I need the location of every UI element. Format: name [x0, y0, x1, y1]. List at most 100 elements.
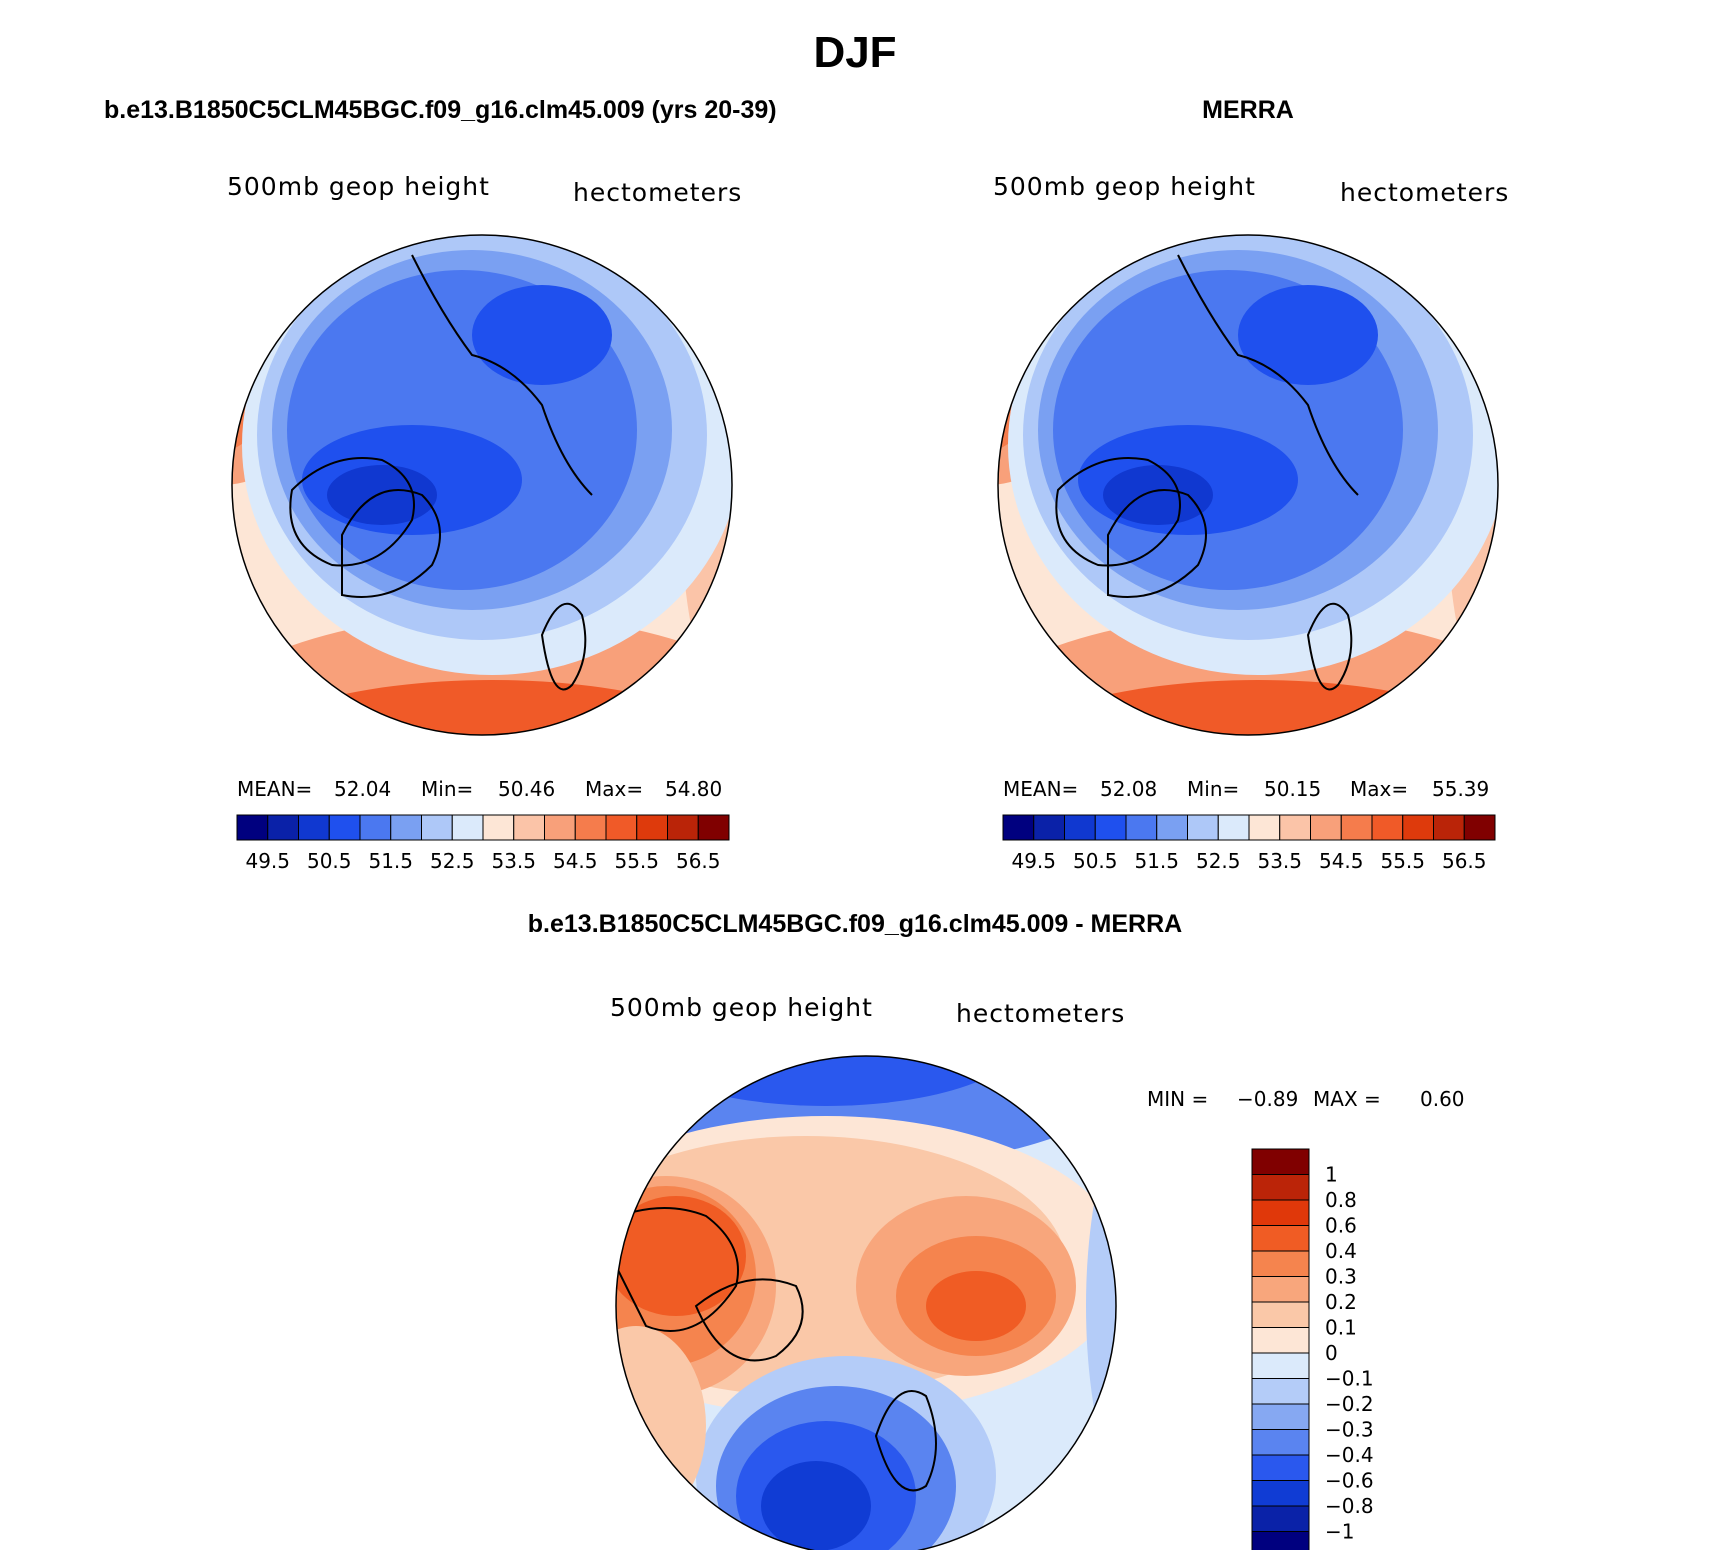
diff-colorbar: 10.80.60.40.30.20.10−0.1−0.2−0.3−0.4−0.6…	[1251, 1148, 1374, 1550]
colorbar-tick-label: 56.5	[1442, 849, 1487, 873]
colorbar-swatch	[421, 814, 453, 841]
colorbar-swatch	[1251, 1327, 1310, 1354]
colorbar-swatch	[1433, 814, 1465, 841]
colorbar-swatch	[1463, 814, 1496, 841]
obs-max-value: 55.39	[1432, 777, 1490, 801]
colorbar-tick-label: −0.2	[1325, 1392, 1374, 1416]
colorbar-tick-label: 50.5	[1073, 849, 1118, 873]
colorbar-tick-label: 49.5	[245, 849, 290, 873]
colorbar-tick-label: 54.5	[553, 849, 598, 873]
colorbar-swatch	[1371, 814, 1404, 841]
model-max-value: 54.80	[665, 777, 723, 801]
colorbar-swatch	[544, 814, 576, 841]
obs-map	[997, 234, 1499, 736]
model-units-label: hectometers	[573, 178, 743, 207]
colorbar-swatch	[298, 814, 330, 841]
colorbar-swatch	[1248, 814, 1281, 841]
colorbar-swatch	[1251, 1531, 1310, 1550]
diff-panel-title: b.e13.B1850C5CLM45BGC.f09_g16.clm45.009 …	[527, 910, 1183, 938]
diff-max-value: 0.60	[1420, 1087, 1465, 1111]
colorbar-swatch	[1064, 814, 1096, 841]
colorbar-swatch	[1217, 814, 1250, 841]
model-variable-label: 500mb geop height	[227, 172, 490, 201]
colorbar-tick-label: 0.2	[1325, 1290, 1357, 1314]
colorbar-swatch	[1279, 814, 1311, 841]
model-panel-title: b.e13.B1850C5CLM45BGC.f09_g16.clm45.009 …	[104, 96, 777, 124]
colorbar-tick-label: 54.5	[1319, 849, 1364, 873]
colorbar-swatch	[1310, 814, 1342, 841]
colorbar-swatch	[1251, 1505, 1310, 1532]
colorbar-swatch	[236, 814, 269, 841]
model-colorbar: 49.5 50.5 51.5 52.5 53.5 54.5 55.5 56.5	[236, 814, 730, 873]
colorbar-tick-label: 0.3	[1325, 1265, 1357, 1289]
colorbar-tick-label: 0.1	[1325, 1316, 1357, 1340]
colorbar-swatch	[1251, 1276, 1310, 1303]
colorbar-swatch	[1251, 1378, 1310, 1405]
colorbar-swatch	[328, 814, 361, 841]
colorbar-swatch	[1251, 1454, 1310, 1481]
map-border	[615, 1055, 1117, 1550]
colorbar-swatch	[1251, 1250, 1310, 1277]
colorbar-swatch	[1340, 814, 1373, 841]
diff-max-label: MAX =	[1313, 1087, 1381, 1111]
colorbar-swatch	[605, 814, 638, 841]
obs-colorbar: 49.5 50.5 51.5 52.5 53.5 54.5 55.5 56.5	[1002, 814, 1496, 873]
colorbar-tick-label: 55.5	[1380, 849, 1425, 873]
colorbar-tick-label: 50.5	[307, 849, 352, 873]
obs-min-value: 50.15	[1264, 777, 1322, 801]
colorbar-swatch	[697, 814, 730, 841]
diff-map	[615, 1055, 1117, 1550]
colorbar-tick-label: 49.5	[1011, 849, 1056, 873]
colorbar-tick-label: 53.5	[1257, 849, 1302, 873]
colorbar-swatch	[359, 814, 392, 841]
model-max-label: Max=	[585, 777, 644, 801]
colorbar-tick-label: 56.5	[676, 849, 721, 873]
colorbar-swatch	[1251, 1301, 1310, 1328]
colorbar-tick-label: 55.5	[614, 849, 659, 873]
colorbar-swatch	[482, 814, 515, 841]
colorbar-tick-label: 0.6	[1325, 1214, 1357, 1238]
diff-units-label: hectometers	[956, 999, 1126, 1028]
colorbar-tick-label: −0.8	[1325, 1494, 1374, 1518]
figure-title: DJF	[813, 28, 897, 77]
colorbar-swatch	[267, 814, 299, 841]
colorbar-tick-label: 53.5	[491, 849, 536, 873]
colorbar-tick-label: −0.3	[1325, 1418, 1374, 1442]
colorbar-swatch	[1251, 1480, 1310, 1507]
colorbar-tick-label: 51.5	[1134, 849, 1179, 873]
colorbar-tick-label: −0.4	[1325, 1443, 1374, 1467]
model-map	[231, 234, 733, 736]
colorbar-swatch	[1251, 1199, 1310, 1226]
colorbar-swatch	[1402, 814, 1434, 841]
obs-panel-title: MERRA	[1202, 96, 1294, 124]
colorbar-swatch	[1251, 1429, 1310, 1456]
colorbar-swatch	[1033, 814, 1065, 841]
colorbar-swatch	[1251, 1403, 1310, 1430]
colorbar-swatch	[1251, 1225, 1310, 1252]
colorbar-swatch	[636, 814, 668, 841]
colorbar-swatch	[667, 814, 699, 841]
colorbar-swatch	[1156, 814, 1188, 841]
diff-variable-label: 500mb geop height	[610, 993, 873, 1022]
diff-min-label: MIN =	[1147, 1087, 1209, 1111]
obs-mean-value: 52.08	[1100, 777, 1158, 801]
colorbar-tick-label: −0.1	[1325, 1367, 1374, 1391]
colorbar-swatch	[451, 814, 484, 841]
model-min-value: 50.46	[498, 777, 556, 801]
colorbar-swatch	[1094, 814, 1127, 841]
map-border	[231, 234, 733, 736]
map-border	[997, 234, 1499, 736]
colorbar-swatch	[574, 814, 607, 841]
colorbar-swatch	[1125, 814, 1158, 841]
colorbar-tick-label: 1	[1325, 1163, 1338, 1187]
colorbar-tick-label: 52.5	[1196, 849, 1241, 873]
colorbar-swatch	[1002, 814, 1035, 841]
model-mean-value: 52.04	[334, 777, 392, 801]
colorbar-swatch	[1187, 814, 1219, 841]
colorbar-swatch	[1251, 1352, 1310, 1379]
model-min-label: Min=	[421, 777, 474, 801]
colorbar-tick-label: 0.4	[1325, 1239, 1357, 1263]
obs-units-label: hectometers	[1340, 178, 1510, 207]
obs-variable-label: 500mb geop height	[993, 172, 1256, 201]
